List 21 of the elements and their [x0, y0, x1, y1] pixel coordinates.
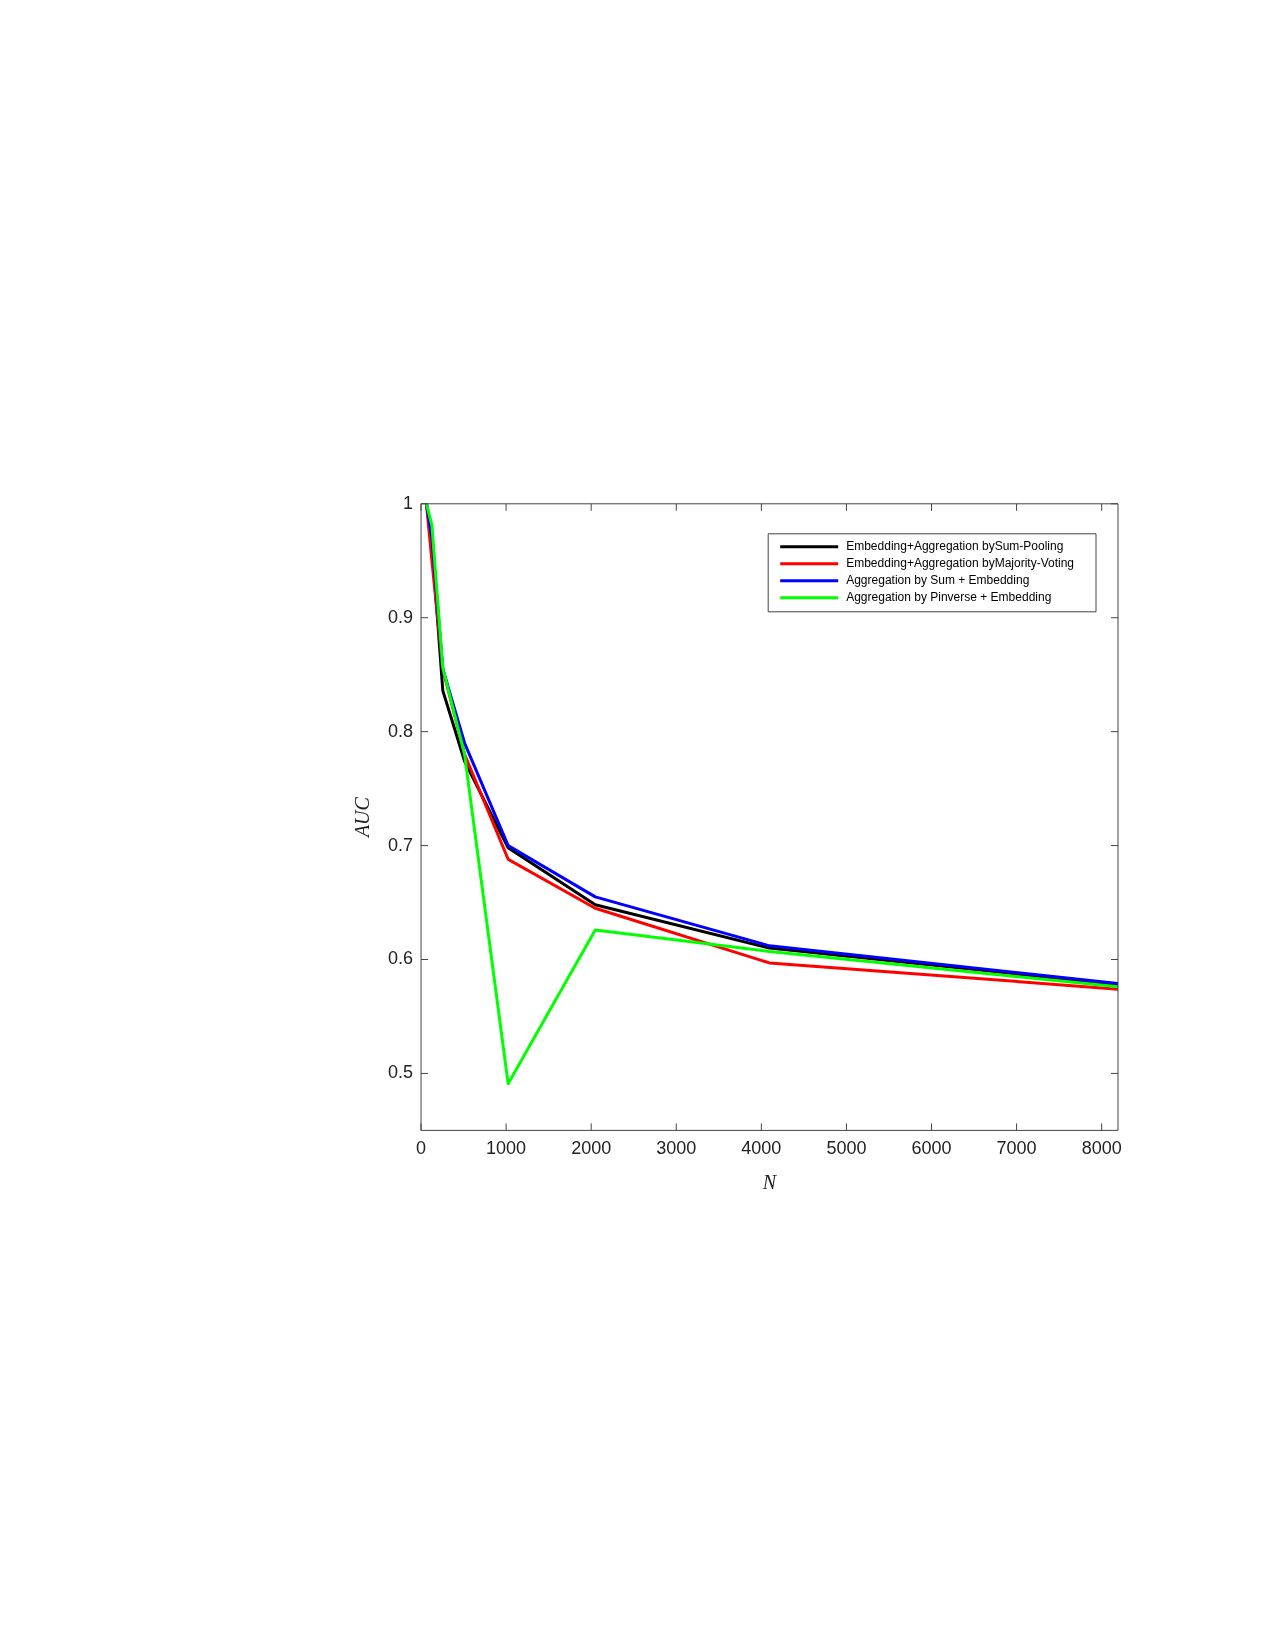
x-tick-label: 2000	[571, 1138, 612, 1159]
x-tick-label: 1000	[486, 1138, 527, 1159]
y-tick-label: 0.8	[387, 720, 414, 741]
legend-label: Aggregation by Sum + Embedding	[846, 573, 1030, 588]
x-axis-title: N	[761, 1171, 778, 1194]
x-tick-label: 0	[416, 1138, 427, 1159]
legend-label: Aggregation by Pinverse + Embedding	[846, 590, 1052, 605]
x-tick-label: 4000	[741, 1138, 782, 1159]
x-tick-label: 7000	[996, 1138, 1037, 1159]
y-tick-label: 0.5	[387, 1062, 414, 1083]
legend-label: Embedding+Aggregation byMajority-Voting	[846, 556, 1075, 571]
y-tick-label: 0.6	[387, 948, 414, 969]
y-tick-label: 1	[403, 492, 414, 513]
y-tick-label: 0.7	[387, 834, 414, 855]
x-tick-label: 5000	[826, 1138, 867, 1159]
legend-label: Embedding+Aggregation bySum-Pooling	[846, 539, 1064, 554]
x-tick-label: 6000	[911, 1138, 952, 1159]
x-tick-label: 3000	[656, 1138, 697, 1159]
y-axis-title: AUC	[351, 796, 374, 840]
x-tick-label: 8000	[1081, 1138, 1122, 1159]
y-tick-label: 0.9	[387, 606, 414, 627]
